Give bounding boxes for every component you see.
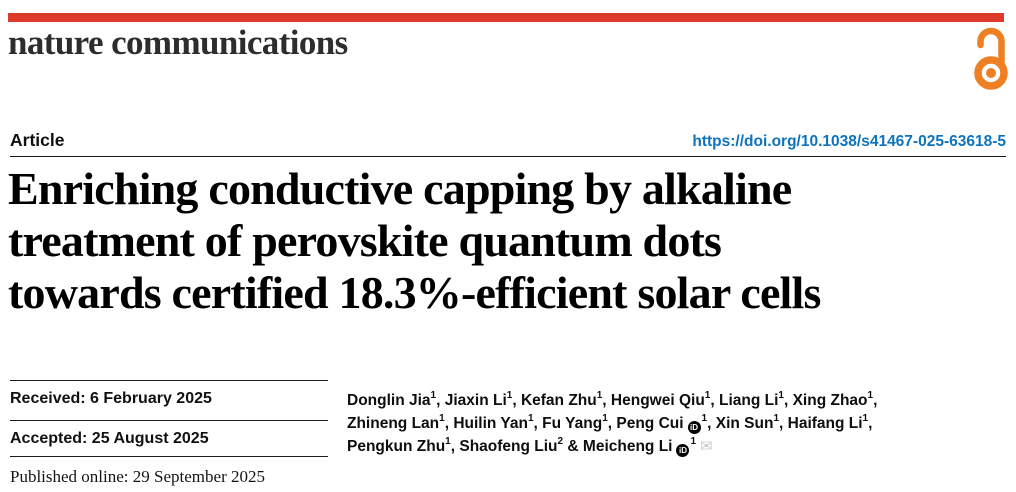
affiliation-superscript: 1 bbox=[527, 412, 534, 424]
author-name: Haifang Li bbox=[787, 415, 863, 432]
author-separator: , bbox=[512, 392, 521, 409]
author-separator: , bbox=[710, 392, 719, 409]
masthead-bar bbox=[8, 13, 1004, 22]
paper-title: Enriching conductive capping by alkaline… bbox=[8, 163, 1012, 319]
title-line-1: Enriching conductive capping by alkaline bbox=[8, 163, 792, 214]
affiliation-superscript: 1 bbox=[701, 412, 708, 424]
author-separator: , bbox=[607, 415, 617, 432]
article-history: Received: 6 February 2025 Accepted: 25 A… bbox=[10, 380, 328, 492]
affiliation-superscript: 1 bbox=[690, 435, 697, 447]
affiliation-superscript: 1 bbox=[704, 389, 711, 401]
orcid-icon[interactable]: iD bbox=[687, 420, 701, 434]
open-access-icon bbox=[973, 26, 1009, 92]
author-name: Donglin Jia bbox=[347, 392, 431, 409]
author-separator: , bbox=[873, 392, 878, 409]
article-header-row: Article https://doi.org/10.1038/s41467-0… bbox=[10, 130, 1006, 151]
affiliation-superscript: 1 bbox=[596, 389, 603, 401]
author-separator: , bbox=[779, 415, 788, 432]
received-date: Received: 6 February 2025 bbox=[10, 390, 212, 407]
author-name: Jiaxin Li bbox=[444, 392, 507, 409]
affiliation-superscript: 1 bbox=[439, 412, 445, 424]
affiliation-superscript: 2 bbox=[557, 435, 564, 447]
affiliation-superscript: 1 bbox=[773, 412, 779, 424]
author-lines: Donglin Jia1, Jiaxin Li1, Kefan Zhu1, He… bbox=[347, 389, 987, 458]
affiliation-superscript: 1 bbox=[602, 412, 608, 424]
author-line: Zhineng Lan1, Huilin Yan1, Fu Yang1, Pen… bbox=[347, 412, 987, 435]
affiliation-superscript: 1 bbox=[506, 389, 513, 401]
affiliation-superscript: 1 bbox=[445, 435, 451, 447]
author-separator: , bbox=[450, 438, 460, 455]
author-name: Xing Zhao bbox=[792, 392, 868, 409]
author-separator: , bbox=[602, 392, 611, 409]
author-separator: , bbox=[436, 392, 445, 409]
author-separator: , bbox=[707, 415, 716, 432]
author-name: Huilin Yan bbox=[453, 415, 528, 432]
author-name: Shaofeng Liu bbox=[459, 438, 558, 455]
author-name: Hengwei Qiu bbox=[610, 392, 705, 409]
author-name: Kefan Zhu bbox=[520, 392, 597, 409]
header-divider bbox=[10, 156, 1006, 157]
affiliation-superscript: 1 bbox=[430, 389, 437, 401]
accepted-date: Accepted: 25 August 2025 bbox=[10, 430, 209, 447]
affiliation-superscript: 1 bbox=[778, 389, 784, 401]
author-name: Pengkun Zhu bbox=[347, 438, 446, 455]
author-name: Zhineng Lan bbox=[347, 415, 440, 432]
title-line-3: towards certified 18.3%-efficient solar … bbox=[8, 267, 821, 318]
author-line: Donglin Jia1, Jiaxin Li1, Kefan Zhu1, He… bbox=[347, 389, 987, 412]
journal-brand: nature communications bbox=[8, 23, 348, 62]
affiliation-superscript: 1 bbox=[867, 389, 874, 401]
author-name: Peng Cui bbox=[616, 415, 684, 432]
history-divider-top bbox=[10, 380, 328, 381]
history-divider-middle bbox=[10, 420, 328, 421]
title-line-2: treatment of perovskite quantum dots bbox=[8, 215, 722, 266]
affiliation-superscript: 1 bbox=[862, 412, 869, 424]
email-icon[interactable]: ✉ bbox=[700, 438, 713, 455]
article-type-label: Article bbox=[10, 130, 65, 150]
orcid-icon[interactable]: iD bbox=[676, 443, 690, 457]
author-separator: , bbox=[444, 415, 454, 432]
author-name: Fu Yang bbox=[542, 415, 603, 432]
history-divider-bottom bbox=[10, 456, 328, 457]
author-separator: & bbox=[563, 438, 583, 455]
published-online-date: Published online: 29 September 2025 bbox=[10, 467, 265, 486]
doi-link[interactable]: https://doi.org/10.1038/s41467-025-63618… bbox=[692, 133, 1006, 150]
author-line: Pengkun Zhu1, Shaofeng Liu2 & Meicheng L… bbox=[347, 435, 987, 458]
author-name: Meicheng Li bbox=[582, 438, 673, 455]
author-name: Liang Li bbox=[718, 392, 779, 409]
author-name: Xin Sun bbox=[715, 415, 774, 432]
author-separator: , bbox=[533, 415, 543, 432]
author-separator: , bbox=[783, 392, 793, 409]
author-separator: , bbox=[868, 415, 873, 432]
